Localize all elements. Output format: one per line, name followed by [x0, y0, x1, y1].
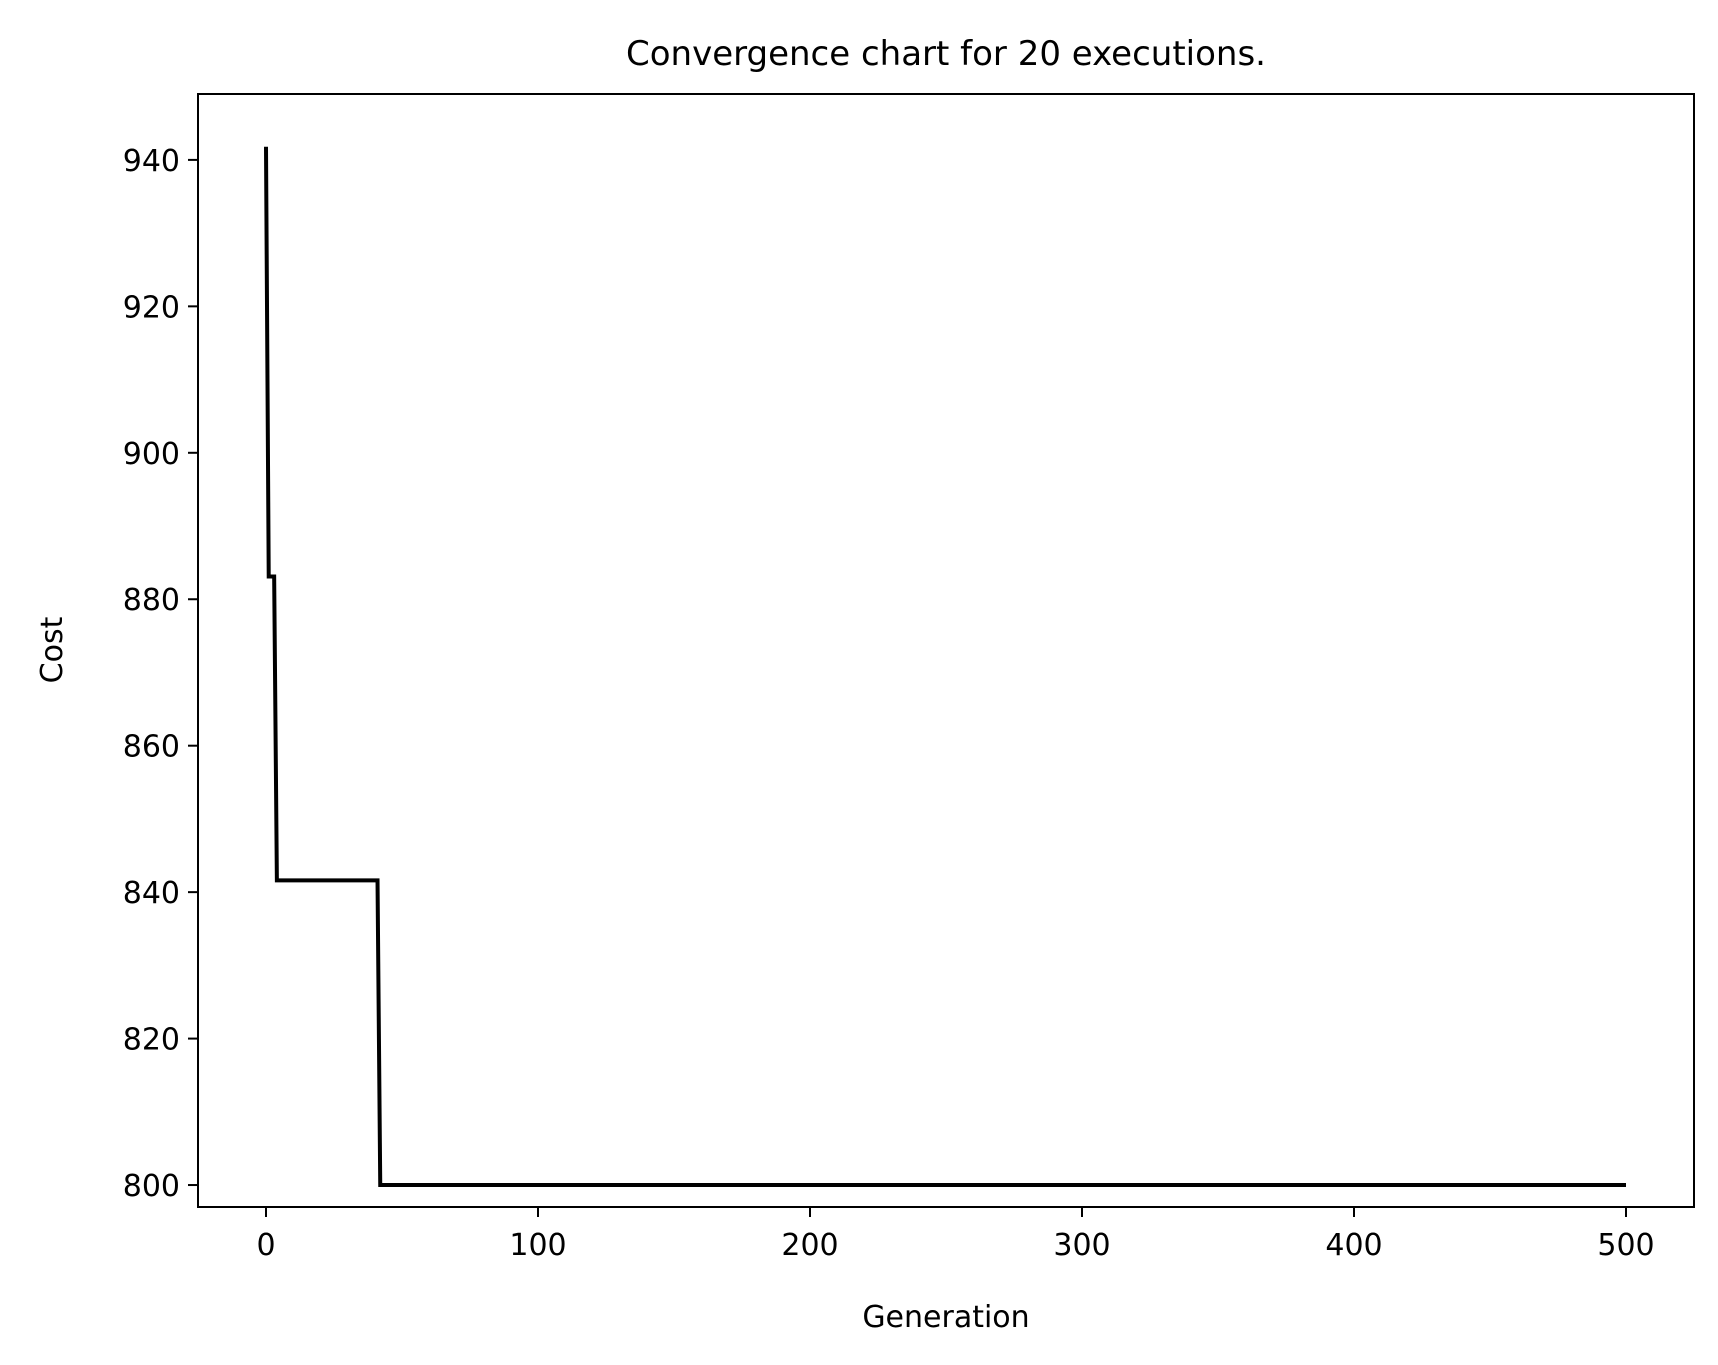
x-tick-label: 100 — [509, 1228, 566, 1263]
y-tick-label: 860 — [123, 730, 180, 765]
y-tick-label: 800 — [123, 1169, 180, 1204]
x-tick-label: 300 — [1053, 1228, 1110, 1263]
x-tick-label: 500 — [1597, 1228, 1654, 1263]
x-axis-label: Generation — [862, 1300, 1029, 1335]
plot-frame — [197, 93, 1695, 1208]
x-axis-ticks: 0 100 200 300 400 500 — [256, 1207, 1655, 1263]
chart-title: Convergence chart for 20 executions. — [626, 34, 1266, 74]
y-tick-label: 820 — [123, 1023, 180, 1058]
series-line — [264, 146, 1626, 1188]
y-axis-ticks: 800 820 840 860 880 900 920 940 — [123, 144, 198, 1204]
y-tick-label: 880 — [123, 583, 180, 618]
x-tick-label: 200 — [781, 1228, 838, 1263]
series-layer — [264, 146, 1626, 1188]
y-tick-label: 920 — [123, 290, 180, 325]
y-tick-label: 840 — [123, 876, 180, 911]
y-tick-label: 940 — [123, 144, 180, 179]
y-axis-label: Cost — [35, 616, 70, 683]
x-tick-label: 400 — [1325, 1228, 1382, 1263]
x-tick-label: 0 — [256, 1228, 275, 1263]
y-tick-label: 900 — [123, 437, 180, 472]
